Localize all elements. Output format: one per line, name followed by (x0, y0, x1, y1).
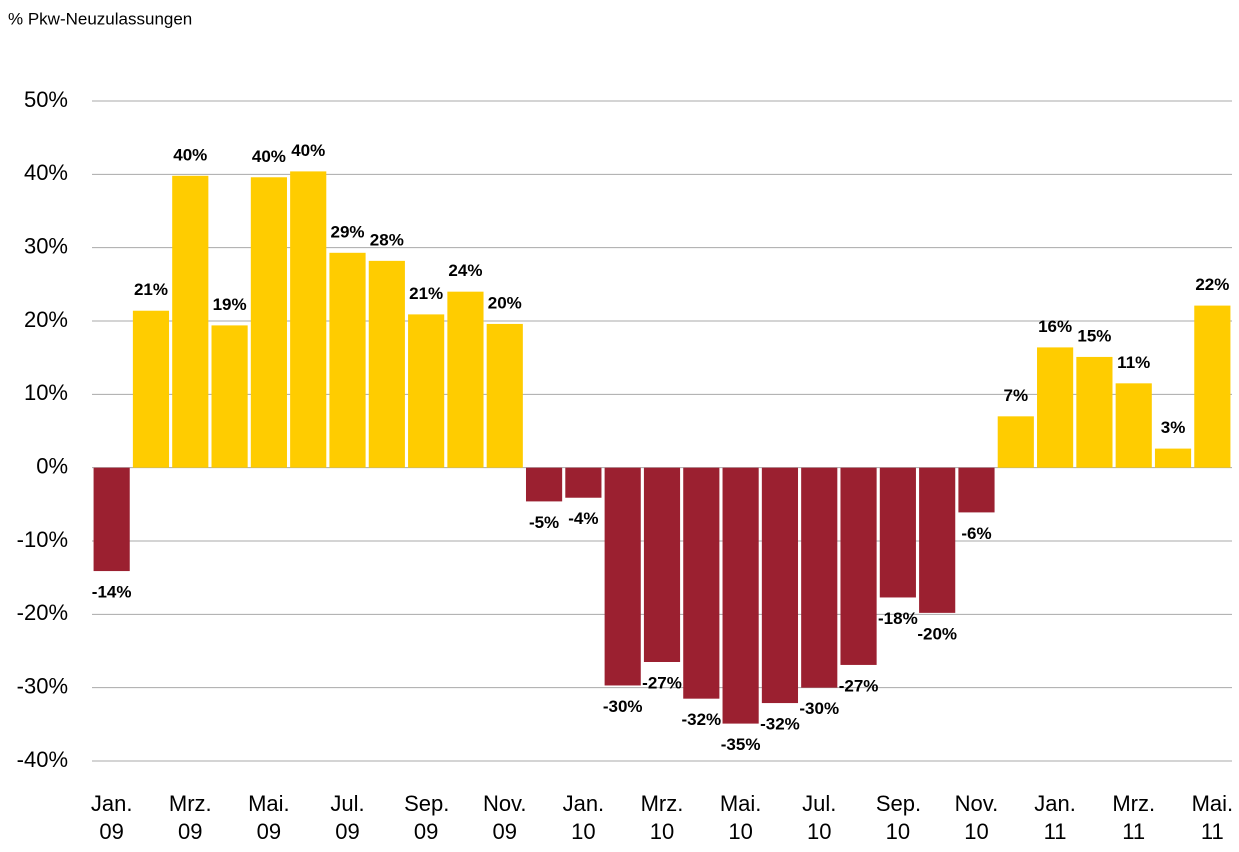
data-label: -32% (681, 710, 721, 729)
x-tick-label: Jan. 11 (1034, 791, 1076, 844)
x-tick-label: Mai. 10 (719, 791, 762, 844)
data-label: 15% (1077, 326, 1111, 345)
data-label: 21% (134, 280, 168, 299)
data-label: 3% (1161, 418, 1186, 437)
bar (997, 416, 1034, 468)
x-tick-label: Sep. 09 (404, 791, 450, 844)
data-label: -30% (799, 699, 839, 718)
data-label: -20% (917, 624, 957, 643)
data-label: 28% (370, 230, 404, 249)
bar (290, 171, 327, 468)
bar (93, 467, 130, 572)
bar (1037, 347, 1074, 468)
data-label: 7% (1004, 386, 1029, 405)
x-tick-label: Mai. 09 (248, 791, 290, 844)
bar (722, 467, 759, 724)
bar (329, 252, 366, 468)
x-tick-label: Nov. 09 (482, 791, 527, 844)
data-label: -18% (878, 609, 918, 628)
y-tick-label: -40% (17, 747, 68, 772)
bar (643, 467, 681, 662)
y-tick-label: -20% (17, 600, 68, 625)
data-label: 40% (291, 141, 325, 160)
x-tick-label: Mai. 11 (1191, 791, 1234, 844)
x-tick-label: Jan. 10 (562, 791, 605, 844)
bar (801, 467, 838, 688)
y-tick-label: 0% (36, 453, 68, 478)
data-label: 29% (331, 222, 365, 241)
data-label: -27% (839, 676, 879, 695)
chart-title: % Pkw-Neuzulassungen (8, 9, 192, 28)
bar (211, 325, 248, 468)
data-label: -14% (92, 583, 132, 602)
bar (447, 291, 484, 468)
data-label: 11% (1117, 353, 1150, 372)
x-tick-label: Mrz. 09 (168, 791, 212, 844)
bar (250, 177, 287, 468)
x-tick-label: Jan. 09 (90, 791, 133, 844)
bar (172, 175, 209, 468)
y-tick-label: -10% (17, 527, 68, 552)
bar (683, 467, 720, 699)
x-tick-label: Mrz. 11 (1112, 791, 1156, 844)
x-tick-label: Sep. 10 (875, 791, 922, 844)
data-label: -4% (568, 509, 598, 528)
x-tick-label: Mrz. 10 (640, 791, 684, 844)
data-label: -27% (642, 673, 682, 692)
x-tick-label: Jul. 10 (802, 791, 837, 844)
bar (565, 467, 602, 498)
bar (761, 467, 799, 704)
data-label: 22% (1195, 275, 1229, 294)
data-label: 24% (448, 261, 482, 280)
bar (408, 314, 445, 468)
bar (879, 467, 916, 598)
y-tick-label: -30% (17, 673, 68, 698)
bar (525, 467, 563, 502)
data-label: -6% (961, 524, 991, 543)
data-label: 40% (252, 147, 286, 166)
y-tick-label: 40% (24, 160, 68, 185)
x-tick-label: Nov. 10 (954, 791, 999, 844)
data-label: 19% (213, 295, 247, 314)
bar (1076, 356, 1113, 468)
y-tick-label: 10% (24, 380, 68, 405)
y-tick-label: 50% (24, 87, 68, 112)
y-tick-label: 30% (24, 233, 68, 258)
bar (604, 467, 641, 686)
data-label: -35% (721, 735, 761, 754)
data-label: 16% (1038, 317, 1072, 336)
data-label: -32% (760, 715, 800, 734)
data-label: 40% (173, 145, 207, 164)
bar (919, 467, 956, 613)
bar (368, 260, 405, 468)
bar (1154, 448, 1192, 468)
data-label: -30% (603, 697, 643, 716)
x-tick-label: Jul. 09 (330, 791, 365, 844)
bar (1194, 305, 1231, 468)
bar (132, 310, 170, 468)
bar (958, 467, 995, 513)
data-label: -5% (529, 513, 559, 532)
bar (486, 323, 523, 468)
bar (840, 467, 877, 665)
bar (1115, 383, 1152, 468)
data-label: 21% (409, 284, 443, 303)
y-tick-label: 20% (24, 307, 68, 332)
data-label: 20% (488, 293, 522, 312)
